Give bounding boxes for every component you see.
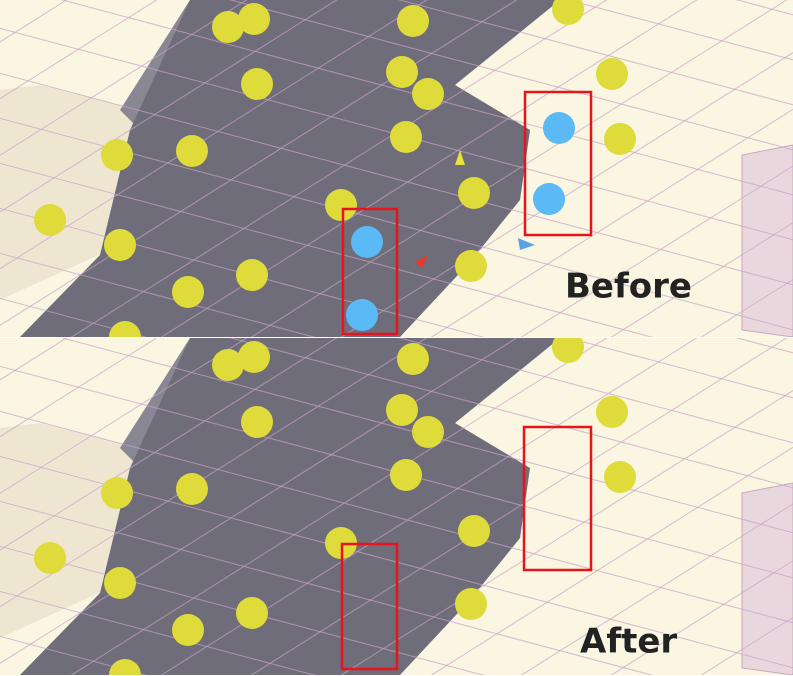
gizmo-z [518,238,535,250]
light-probe [236,597,268,629]
light-probe [386,56,418,88]
light-probe [455,588,487,620]
gizmo-y [455,150,465,165]
light-probe [238,3,270,35]
light-probe [176,135,208,167]
grid-line [0,0,338,213]
grid-line [520,503,793,675]
grid-line [398,0,793,106]
grid-line [0,338,248,494]
grid-line [0,72,793,286]
grid-line [0,252,316,337]
light-probe [604,461,636,493]
grid-line [0,207,485,337]
light-probe [34,204,66,236]
grid-line [0,297,147,337]
grid-line [0,0,158,100]
grid-line [0,545,485,675]
light-probe [397,5,429,37]
light-probe [397,343,429,375]
light-probe [172,276,204,308]
light-probe [458,177,490,209]
grid-line [0,0,68,43]
grid-line [0,117,793,331]
block [741,144,793,337]
light-probe [386,394,418,426]
grid-line [0,0,248,156]
light-probe [104,567,136,599]
grid-line [340,52,793,337]
panel-label: Before [565,267,692,307]
gizmo-x [415,255,428,268]
grid-line [0,338,158,438]
light-probe [552,0,584,25]
light-probe [552,338,584,363]
selected-probe [543,112,575,144]
light-probe [390,459,422,491]
selected-probe [533,183,565,215]
light-probe [212,11,244,43]
light-probe [604,123,636,155]
light-probe [325,189,357,221]
light-probe [109,321,141,337]
light-probe [390,121,422,153]
grid-line [398,338,793,444]
light-probe [236,259,268,291]
grid-line [430,108,793,337]
block [741,482,793,675]
grid-line [430,446,793,675]
light-probe [596,396,628,428]
grid-line [0,338,68,381]
light-probe [212,349,244,381]
light-probe [101,139,133,171]
grid-line [340,390,793,675]
light-probe [412,416,444,448]
grid-line [566,0,793,61]
panel-label: After [580,622,677,662]
grid-line [520,165,793,337]
grid-line [229,338,793,489]
grid-line [229,0,793,151]
grid-line [0,162,654,337]
light-probe [104,229,136,261]
highlight-box [341,207,399,336]
light-probe [458,515,490,547]
grid-line [0,635,147,675]
grid-line [0,590,316,675]
grid-line [566,338,793,399]
light-probe [596,58,628,90]
highlight-box [340,542,399,671]
selected-probe [346,299,378,331]
grid-line [0,410,793,624]
light-probe [34,542,66,574]
light-probe [238,341,270,373]
grid-line [60,338,793,534]
highlight-box [522,425,593,572]
light-probe [172,614,204,646]
light-probe [241,68,273,100]
grid-line [60,0,793,196]
grid-line [0,500,654,675]
grid-line [250,0,788,337]
highlight-box [523,90,593,237]
light-probe [241,406,273,438]
grid-line [0,338,338,551]
light-probe [176,473,208,505]
grid-line [0,455,793,669]
selected-probe [351,226,383,258]
light-probe [412,78,444,110]
light-probe [101,477,133,509]
grid-line [610,222,793,337]
grid-line [250,338,788,675]
light-probe [109,659,141,675]
light-probe [455,250,487,282]
grid-line [610,560,793,675]
